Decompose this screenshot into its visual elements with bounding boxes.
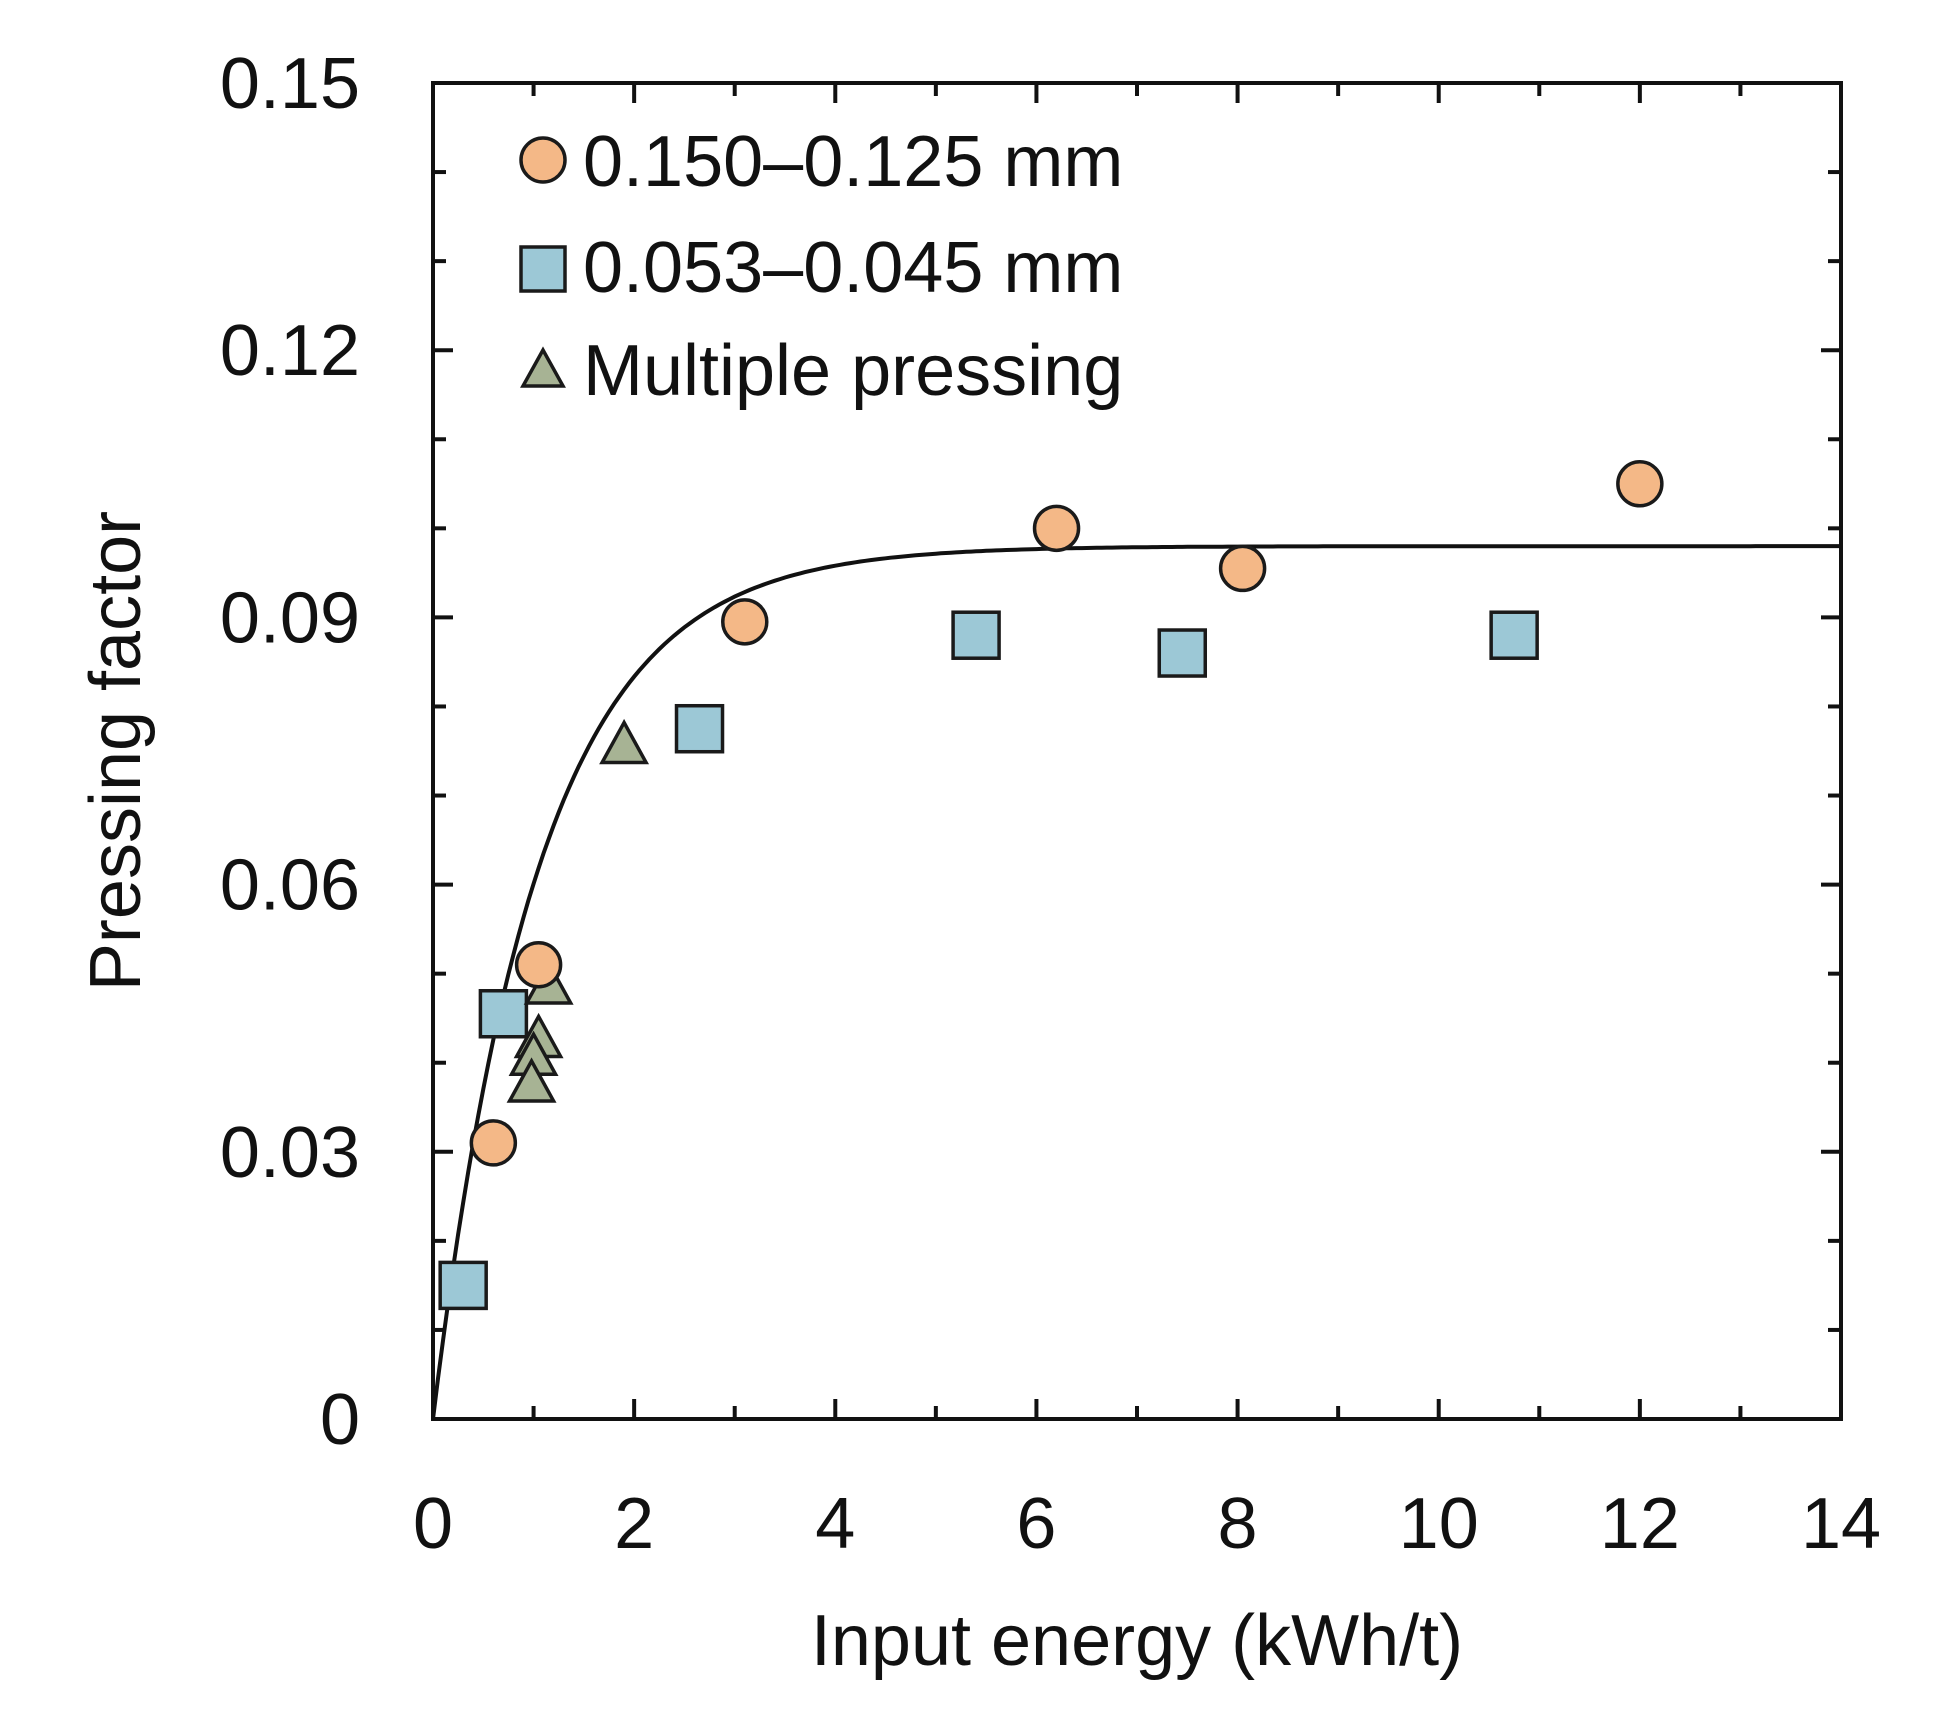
x-tick-label: 12 xyxy=(1600,1484,1680,1564)
x-tick-label: 14 xyxy=(1801,1484,1881,1564)
x-axis: 0 2 4 6 8 10 12 14 xyxy=(413,83,1881,1564)
y-tick-label: 0.09 xyxy=(220,578,360,658)
legend-label-1: 0.053–0.045 mm xyxy=(583,228,1123,308)
square-point xyxy=(1489,610,1539,660)
square-point xyxy=(674,703,725,754)
y-tick-label: 0.12 xyxy=(220,311,360,391)
circle-point xyxy=(721,598,769,646)
circle-point xyxy=(1218,544,1267,593)
triangle-point xyxy=(599,718,650,765)
legend-marker-circle xyxy=(519,136,567,184)
x-tick-label: 6 xyxy=(1016,1484,1056,1564)
legend-label-0: 0.150–0.125 mm xyxy=(583,122,1123,202)
data-points xyxy=(438,460,1664,1311)
x-tick-label: 4 xyxy=(815,1484,855,1564)
square-point xyxy=(438,1260,488,1311)
circle-point xyxy=(514,941,563,989)
legend-label-2: Multiple pressing xyxy=(583,331,1123,411)
legend-marker-triangle xyxy=(520,346,566,388)
y-tick-label: 0.03 xyxy=(220,1113,360,1193)
circle-point xyxy=(1616,460,1664,508)
y-tick-label: 0.15 xyxy=(220,44,360,124)
fit-curve xyxy=(431,544,1841,1420)
y-axis-title: Pressing factor xyxy=(76,511,156,991)
square-point xyxy=(478,988,529,1039)
circle-point xyxy=(469,1119,518,1167)
x-tick-label: 2 xyxy=(614,1484,654,1564)
x-tick-label: 10 xyxy=(1399,1484,1479,1564)
y-tick-label: 0.06 xyxy=(220,846,360,926)
legend-marker-square xyxy=(519,245,567,293)
square-point xyxy=(951,610,1001,660)
triangle-point xyxy=(506,1057,557,1103)
circle-point xyxy=(1032,504,1081,553)
fit-curve-layer xyxy=(431,544,1841,1420)
x-tick-label: 8 xyxy=(1218,1484,1258,1564)
x-tick-label: 0 xyxy=(413,1484,453,1564)
y-tick-label: 0 xyxy=(320,1380,360,1460)
y-axis: 0 0.03 0.06 0.09 0.12 0.15 xyxy=(220,44,1841,1460)
x-axis-title: Input energy (kWh/t) xyxy=(811,1601,1463,1681)
square-point xyxy=(1157,628,1208,678)
legend: 0.150–0.125 mm 0.053–0.045 mm Multiple p… xyxy=(519,122,1123,411)
